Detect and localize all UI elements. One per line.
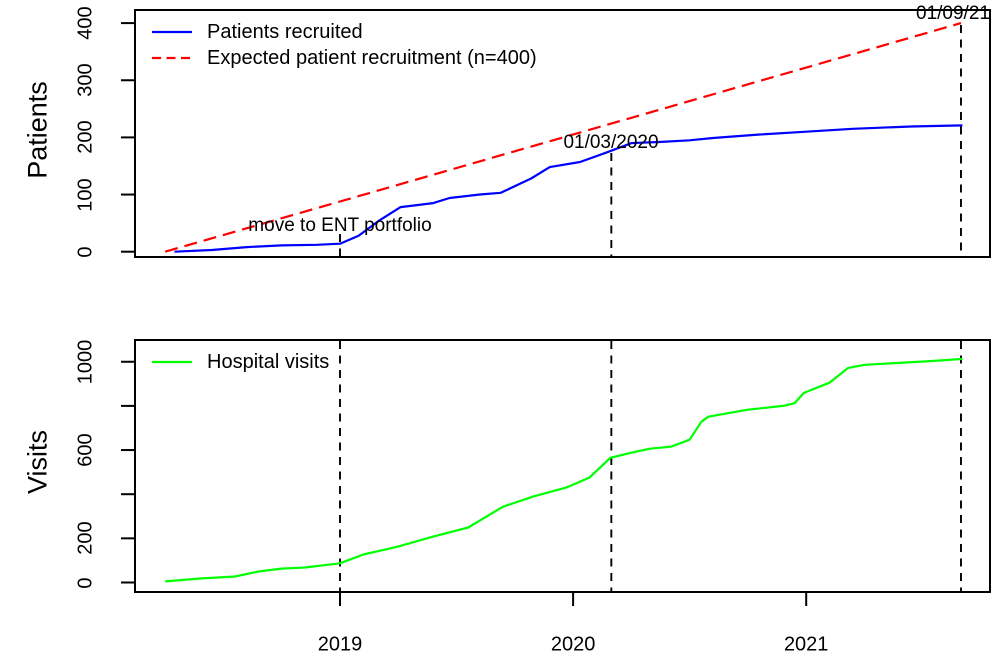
legend-bottom-chart: Hospital visits	[151, 349, 329, 375]
legend-top-chart: Patients recruited Expected patient recr…	[151, 19, 537, 71]
y-tick-label: 200	[74, 521, 97, 556]
legend-label: Patients recruited	[207, 20, 363, 43]
legend-item-hospital-visits: Hospital visits	[151, 349, 329, 375]
x-tick-label-2021: 2021	[783, 633, 829, 656]
x-tick-label-2020: 2020	[550, 633, 596, 656]
y-tick-label: 0	[74, 576, 97, 589]
series-line-hospital-visits	[165, 357, 963, 583]
plot-box	[134, 9, 991, 258]
y-axis-title-visits: Visits	[22, 429, 53, 495]
plot-box	[134, 339, 991, 593]
legend-item-expected-recruitment: Expected patient recruitment (n=400)	[151, 45, 537, 71]
y-tick-label: 1000	[74, 339, 97, 385]
annotation-move-to-ent-portfolio: move to ENT portfolio	[248, 215, 432, 236]
annotation-01-03-2020: 01/03/2020	[563, 132, 659, 153]
legend-swatch-solid-blue-icon	[152, 30, 192, 34]
y-tick-label: 100	[74, 177, 97, 212]
series-line-patients-recruited	[174, 124, 963, 253]
y-tick-label: 300	[74, 63, 97, 97]
y-tick-label: 0	[74, 246, 97, 258]
y-axis-title-patients: Patients	[22, 81, 53, 179]
legend-swatch-solid-green-icon	[152, 360, 192, 364]
legend-swatch-dashed-red-icon	[152, 56, 192, 60]
legend-item-patients-recruited: Patients recruited	[151, 19, 537, 45]
legend-label: Expected patient recruitment (n=400)	[207, 46, 537, 69]
y-tick-label: 600	[74, 433, 97, 467]
legend-label: Hospital visits	[207, 350, 330, 373]
x-tick-label-2019: 2019	[317, 633, 363, 656]
y-tick-label: 400	[74, 6, 97, 40]
series-line-expected-patient-recruitment-n-400-	[164, 22, 962, 253]
y-tick-label: 200	[74, 120, 97, 155]
annotation-01-09-21: 01/09/21	[916, 3, 990, 24]
